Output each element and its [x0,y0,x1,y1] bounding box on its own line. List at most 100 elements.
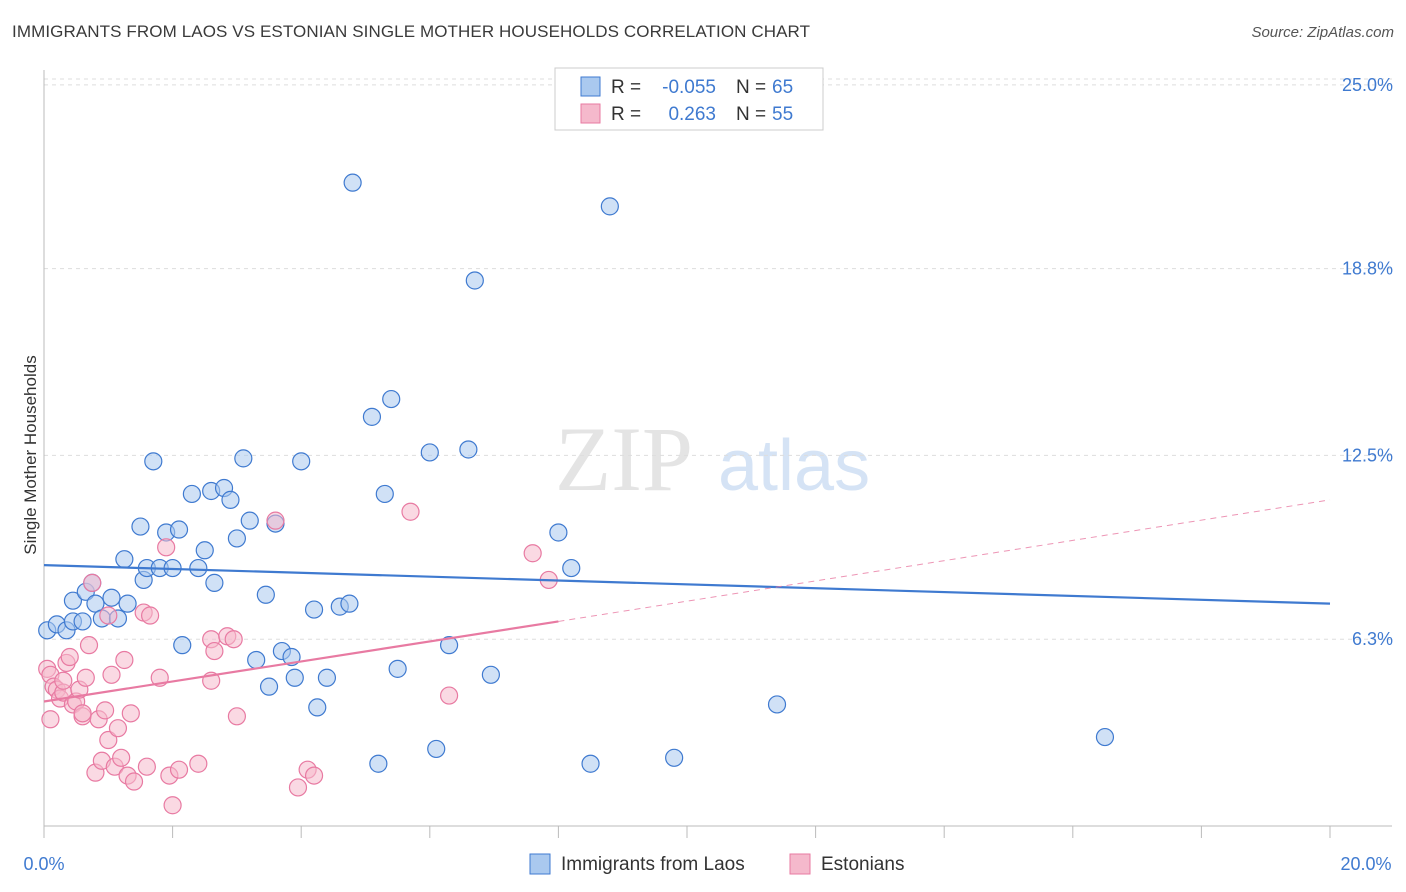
data-point [83,573,102,592]
data-point [247,650,266,670]
data-point [240,511,259,530]
data-point [427,739,446,759]
legend-n-value-2: 55 [772,104,793,125]
data-point [131,517,150,536]
data-point [600,197,619,216]
legend-n-value-1: 65 [772,77,793,98]
bottom-legend-swatch-pink [789,853,811,875]
data-point [169,520,189,539]
data-point [288,778,308,797]
data-point [401,502,420,521]
legend-r-value-2: 0.263 [668,104,716,125]
data-point [369,754,388,773]
data-point [465,271,484,290]
chart-title: IMMIGRANTS FROM LAOS VS ESTONIAN SINGLE … [12,22,811,41]
y-tick-label: 25.0% [1342,75,1393,95]
data-point [63,591,83,610]
data-point [144,452,163,471]
y-tick-label: 6.3% [1352,629,1393,649]
data-point [157,538,176,557]
data-point [224,630,243,649]
data-point [317,668,337,687]
bottom-legend-swatch-blue [529,853,551,875]
legend: R = -0.055 N = 65 R = 0.263 N = 55 [554,67,824,131]
data-point [195,541,214,560]
data-point [73,704,92,723]
data-point [115,550,134,569]
chart-source: Source: ZipAtlas.com [1251,24,1394,41]
data-point [124,772,144,791]
data-point [388,659,407,678]
data-point [767,695,787,714]
data-point [375,484,394,504]
legend-r-label-2: R = [611,104,641,125]
data-point [73,612,92,631]
watermark-atlas: atlas [718,426,870,506]
data-point [266,511,285,530]
data-point [420,443,439,462]
data-point [205,573,224,592]
data-point [79,636,99,655]
data-point [259,677,279,696]
data-point [292,452,311,471]
data-point [343,173,362,192]
legend-swatch-pink [580,103,601,124]
legend-swatch-blue [580,76,601,97]
data-point [304,766,324,785]
data-point [340,594,359,613]
gridlines [44,78,1392,640]
legend-n-label-1: N = [736,77,766,98]
data-point [362,407,382,426]
data-point [115,650,134,670]
data-point [221,490,240,509]
data-point [562,558,581,578]
data-point [108,719,128,738]
data-point [285,668,304,687]
data-point [234,449,253,468]
x-tick-label: 0.0% [23,854,64,874]
data-point [1095,727,1115,747]
data-point [665,748,684,767]
x-tick-label: 20.0% [1340,854,1391,874]
data-point [163,796,182,815]
axes [43,70,1392,838]
data-point [140,606,160,625]
series-immigrants-from-laos [38,173,1115,773]
data-point [102,588,121,607]
data-point [76,668,95,687]
data-point [205,641,224,661]
data-point [41,710,60,729]
series-estonians [38,502,558,815]
bottom-legend-label-estonians: Estonians [821,854,904,875]
data-point [227,529,246,548]
data-point [581,754,600,773]
bottom-legend-label-laos: Immigrants from Laos [561,854,745,875]
y-tick-label: 12.5% [1342,445,1393,465]
legend-n-label-2: N = [736,104,766,125]
y-axis-label: Single Mother Households [21,355,40,554]
data-point [523,544,542,563]
data-point [99,730,118,750]
trend-line-extension [558,499,1331,622]
trend-line [43,620,559,703]
data-point [439,686,459,705]
data-point [304,600,324,619]
data-point [227,707,246,726]
data-point [549,523,568,542]
data-point [95,701,115,720]
trend-lines [43,499,1331,703]
legend-r-value-1: -0.055 [662,77,716,98]
data-point [189,558,208,578]
data-point [54,671,73,690]
data-point [169,760,189,779]
legend-r-label-1: R = [611,77,641,98]
data-point [308,698,327,717]
watermark-zip: ZIP [555,408,693,510]
data-point [189,754,208,773]
data-point [256,585,275,604]
bottom-legend: Immigrants from Laos Estonians [529,853,904,875]
data-point [182,484,201,504]
data-point [382,389,401,409]
data-point [102,665,121,684]
